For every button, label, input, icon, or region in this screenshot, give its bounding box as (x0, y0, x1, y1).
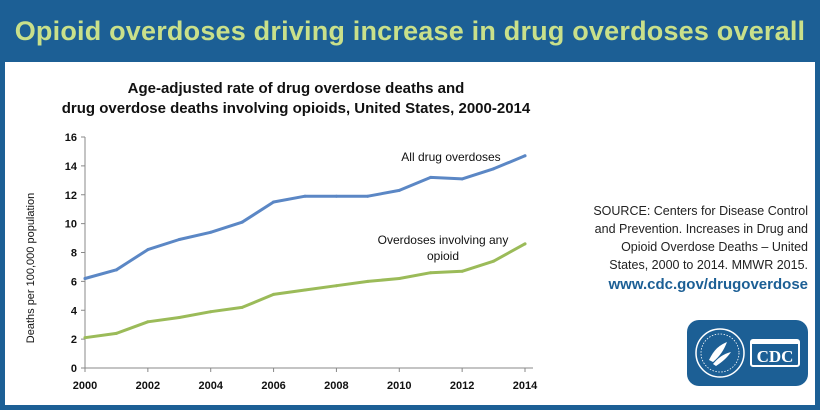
data-point (240, 305, 244, 309)
data-point (334, 284, 338, 288)
banner-title: Opioid overdoses driving increase in dru… (14, 15, 806, 46)
data-point (397, 276, 401, 280)
x-tick-label: 2008 (324, 380, 348, 392)
data-point (397, 188, 401, 192)
data-point (429, 271, 433, 275)
chart-title-line-2: drug overdose deaths involving opioids, … (62, 100, 531, 117)
data-point (83, 336, 87, 340)
y-tick-label: 14 (65, 161, 78, 173)
website-link[interactable]: www.cdc.gov/drugoverdose (608, 276, 808, 293)
x-tick-label: 2002 (136, 380, 160, 392)
data-point (209, 230, 213, 234)
series-layer (83, 154, 527, 340)
data-point (240, 220, 244, 224)
chart-title-line-1: Age-adjusted rate of drug overdose death… (128, 80, 465, 97)
data-point (492, 259, 496, 263)
y-tick-label: 16 (65, 132, 77, 144)
data-point (523, 242, 527, 246)
y-ticks: 0 2 4 6 8 10 12 14 16 (65, 132, 85, 375)
y-tick-label: 2 (71, 334, 77, 346)
y-axis-label: Deaths per 100,000 population (25, 193, 37, 343)
data-point (83, 276, 87, 280)
data-point (334, 194, 338, 198)
source-citation: SOURCE: Centers for Disease Control and … (593, 204, 808, 272)
line-chart: Age-adjusted rate of drug overdose death… (25, 80, 538, 392)
data-point (460, 269, 464, 273)
data-point (460, 177, 464, 181)
series-label-opioid-line-2: opioid (427, 249, 459, 263)
data-point (146, 320, 150, 324)
data-point (114, 331, 118, 335)
cdc-logo-text: CDC (757, 347, 794, 366)
y-tick-label: 6 (71, 276, 77, 288)
x-tick-label: 2014 (513, 380, 538, 392)
data-point (146, 248, 150, 252)
data-point (429, 175, 433, 179)
y-tick-label: 12 (65, 190, 77, 202)
y-tick-label: 8 (71, 248, 77, 260)
data-point (303, 194, 307, 198)
series-label-all-drug-overdoses: All drug overdoses (401, 150, 500, 164)
x-tick-label: 2012 (450, 380, 474, 392)
data-point (366, 194, 370, 198)
data-point (177, 315, 181, 319)
x-tick-label: 2004 (198, 380, 223, 392)
data-point (177, 238, 181, 242)
series-label-opioid-line-1: Overdoses involving any (378, 233, 509, 247)
data-point (523, 154, 527, 158)
data-point (209, 310, 213, 314)
data-point (114, 268, 118, 272)
x-tick-label: 2010 (387, 380, 411, 392)
data-point (272, 200, 276, 204)
cdc-logo: CDC (687, 320, 808, 386)
y-tick-label: 0 (71, 363, 77, 375)
x-ticks: 2000 2002 2004 2006 2008 2010 2012 2014 (73, 368, 538, 392)
content-panel: Age-adjusted rate of drug overdose death… (5, 62, 815, 405)
y-tick-label: 4 (71, 305, 78, 317)
data-point (366, 279, 370, 283)
x-tick-label: 2006 (261, 380, 285, 392)
hhs-seal-icon: CDC (695, 328, 800, 378)
y-tick-label: 10 (65, 219, 77, 231)
x-tick-label: 2000 (73, 380, 97, 392)
data-point (303, 288, 307, 292)
banner: Opioid overdoses driving increase in dru… (0, 0, 820, 62)
data-point (492, 167, 496, 171)
data-point (272, 292, 276, 296)
